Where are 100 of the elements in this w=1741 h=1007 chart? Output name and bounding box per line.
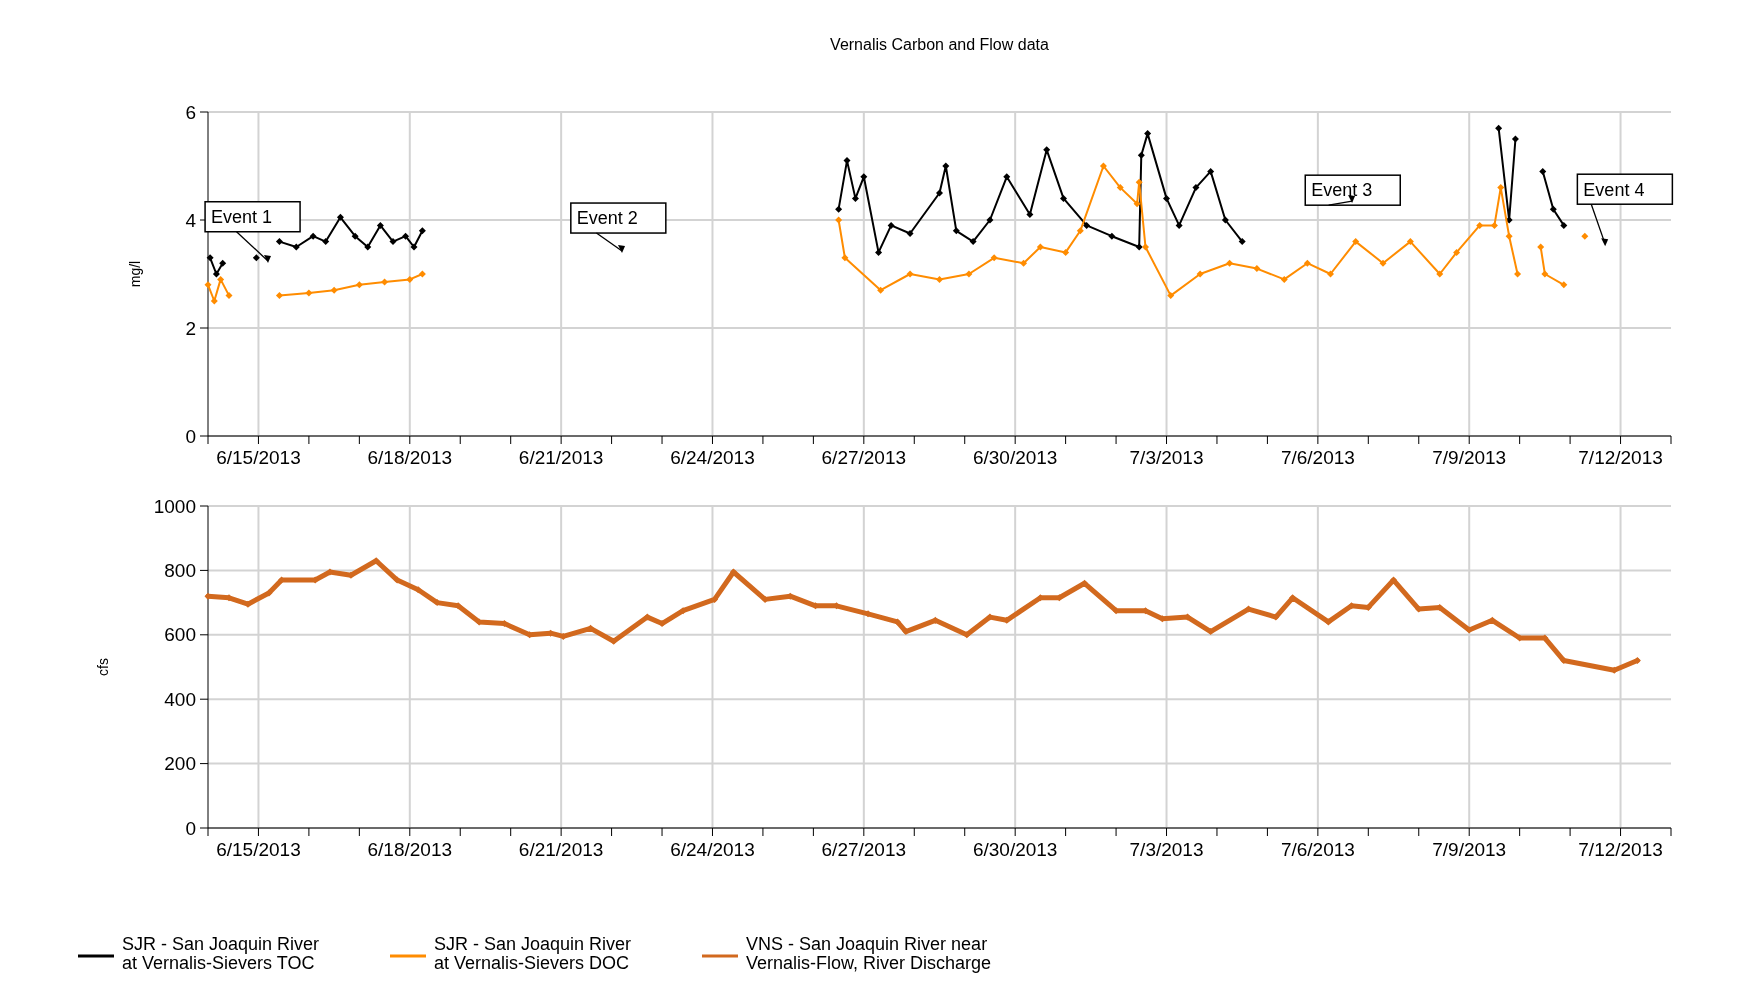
x-tick-label: 6/27/2013 <box>821 447 907 468</box>
point <box>1036 243 1044 251</box>
point <box>679 607 687 615</box>
point <box>1511 135 1519 143</box>
point <box>1541 270 1549 278</box>
y-tick-label: 0 <box>185 425 196 447</box>
x-tick-label: 7/6/2013 <box>1280 447 1355 468</box>
point <box>877 286 885 294</box>
point <box>1108 232 1116 240</box>
point <box>1083 221 1091 229</box>
point <box>1280 275 1288 283</box>
point <box>1352 238 1360 246</box>
point <box>275 292 283 300</box>
x-tick-label: 7/12/2013 <box>1578 839 1663 860</box>
point <box>835 216 843 224</box>
x-tick-label: 6/21/2013 <box>518 447 604 468</box>
point <box>610 637 618 645</box>
point <box>1537 243 1545 251</box>
point <box>1490 221 1498 229</box>
x-tick-label: 6/18/2013 <box>367 839 453 860</box>
point <box>1581 232 1589 240</box>
point <box>1062 248 1070 256</box>
y-axis-title: cfs <box>95 658 111 676</box>
point <box>990 254 998 262</box>
point <box>275 238 283 246</box>
point <box>1453 248 1461 256</box>
point <box>1142 243 1149 251</box>
point <box>217 275 225 283</box>
point <box>305 289 313 297</box>
point <box>336 213 344 221</box>
x-tick-label: 6/15/2013 <box>216 447 301 468</box>
point <box>1003 173 1011 181</box>
point <box>1514 270 1522 278</box>
point <box>906 270 914 278</box>
point <box>1549 205 1557 213</box>
point <box>1560 281 1568 289</box>
point <box>1326 270 1334 278</box>
legend-label: SJR - San Joaquin River at Vernalis-Sievers TOC <box>122 934 320 974</box>
point <box>942 162 950 170</box>
point <box>418 227 426 235</box>
point <box>210 297 218 305</box>
y-tick-label: 6 <box>185 101 196 123</box>
point <box>969 238 977 246</box>
point <box>1175 221 1183 229</box>
annotation: Event 4 <box>1583 179 1645 200</box>
point <box>1406 238 1414 246</box>
point <box>1505 232 1513 240</box>
legend-label: VNS - San Joaquin River near Vernalis-Flow, River Discharge <box>746 934 992 974</box>
point <box>322 238 330 246</box>
y-tick-label: 200 <box>164 753 196 775</box>
point <box>1207 167 1215 175</box>
x-tick-label: 7/9/2013 <box>1432 839 1507 860</box>
point <box>1465 626 1473 634</box>
point <box>887 221 895 229</box>
point <box>643 613 651 621</box>
point <box>1026 211 1034 219</box>
point <box>252 254 260 262</box>
point <box>711 595 719 603</box>
y-tick-label: 800 <box>164 560 196 582</box>
point <box>1226 259 1234 267</box>
point <box>351 232 359 240</box>
point <box>418 270 426 278</box>
point <box>1196 270 1204 278</box>
point <box>936 189 943 197</box>
point <box>389 238 397 246</box>
point <box>1476 221 1484 229</box>
point <box>393 576 401 584</box>
point <box>1245 605 1252 613</box>
x-tick-label: 7/3/2013 <box>1129 839 1204 860</box>
y-tick-label: 600 <box>164 624 196 646</box>
x-tick-label: 6/24/2013 <box>670 447 755 468</box>
point <box>1221 216 1229 224</box>
point <box>835 205 843 213</box>
point <box>1163 194 1171 202</box>
point <box>376 221 384 229</box>
point <box>1436 270 1444 278</box>
x-tick-label: 7/9/2013 <box>1432 447 1507 468</box>
point <box>265 589 273 597</box>
point <box>406 275 414 283</box>
point <box>364 243 372 251</box>
point <box>936 275 943 283</box>
point <box>1099 162 1107 170</box>
x-tick-label: 6/18/2013 <box>367 447 453 468</box>
point <box>1238 238 1246 246</box>
y-tick-label: 0 <box>185 817 196 839</box>
point <box>1324 618 1332 626</box>
point <box>1076 227 1084 235</box>
legend-label: SJR - San Joaquin River at Vernalis-Sievers DOC <box>434 934 632 974</box>
point <box>1133 200 1141 208</box>
point <box>963 631 971 639</box>
y-tick-label: 4 <box>185 209 197 231</box>
point <box>292 243 300 251</box>
point <box>1539 167 1547 175</box>
point <box>1379 259 1387 267</box>
y-tick-label: 400 <box>164 688 196 710</box>
point <box>1116 184 1124 192</box>
x-tick-label: 7/3/2013 <box>1129 447 1204 468</box>
point <box>1303 259 1311 267</box>
x-tick-label: 6/30/2013 <box>972 447 1058 468</box>
point <box>952 227 960 235</box>
